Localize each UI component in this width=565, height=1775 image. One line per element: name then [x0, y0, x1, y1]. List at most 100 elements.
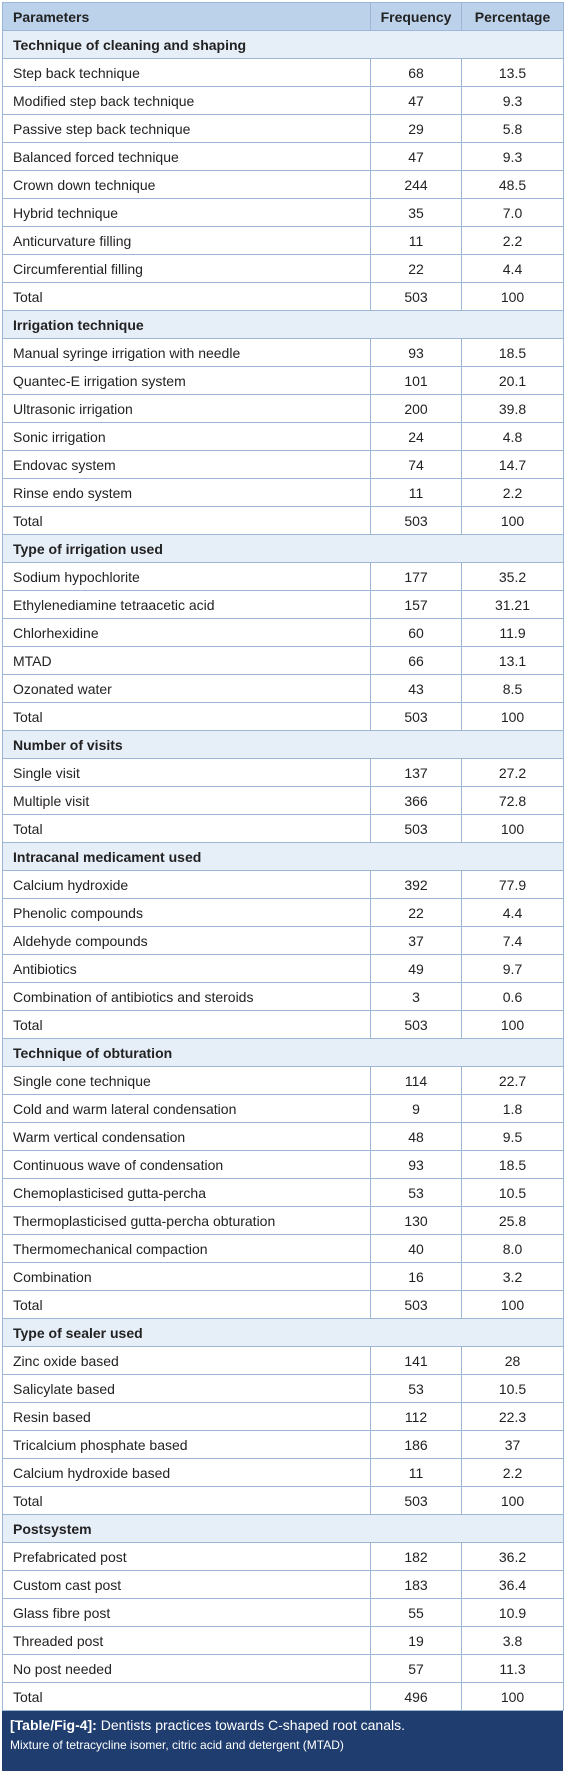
table: Parameters Frequency Percentage Technique o…: [2, 2, 564, 1711]
value-cell: 141: [370, 1346, 462, 1375]
value-cell: 18.5: [461, 338, 564, 367]
value-cell: 22.7: [461, 1066, 564, 1095]
section-row: Technique of cleaning and shaping: [2, 30, 564, 59]
label-cell: Manual syringe irrigation with needle: [2, 338, 371, 367]
value-cell: 48.5: [461, 170, 564, 199]
label-cell: Resin based: [2, 1402, 371, 1431]
data-row: Sonic irrigation 24 4.8: [2, 422, 564, 451]
data-row: No post needed 57 11.3: [2, 1654, 564, 1683]
label-cell: Rinse endo system: [2, 478, 371, 507]
data-row: Balanced forced technique 47 9.3: [2, 142, 564, 171]
value-cell: 47: [370, 142, 462, 171]
value-cell: 36.2: [461, 1542, 564, 1571]
label-cell: Ethylenediamine tetraacetic acid: [2, 590, 371, 619]
value-cell: 55: [370, 1598, 462, 1627]
value-cell: 9: [370, 1094, 462, 1123]
label-cell: Endovac system: [2, 450, 371, 479]
section-title: Technique of obturation: [2, 1038, 564, 1067]
section-row: Technique of obturation: [2, 1038, 564, 1067]
label-cell: Thermoplasticised gutta-percha obturatio…: [2, 1206, 371, 1235]
value-cell: 60: [370, 618, 462, 647]
data-row: Resin based 112 22.3: [2, 1402, 564, 1431]
label-cell: Aldehyde compounds: [2, 926, 371, 955]
value-cell: 200: [370, 394, 462, 423]
value-cell: 10.5: [461, 1178, 564, 1207]
value-cell: 36.4: [461, 1570, 564, 1599]
value-cell: 25.8: [461, 1206, 564, 1235]
label-cell: Hybrid technique: [2, 198, 371, 227]
value-cell: 100: [461, 1010, 564, 1039]
value-cell: 93: [370, 338, 462, 367]
value-cell: 7.4: [461, 926, 564, 955]
value-cell: 1.8: [461, 1094, 564, 1123]
data-row: Single visit 137 27.2: [2, 758, 564, 787]
section-title: Postsystem: [2, 1514, 564, 1543]
label-cell: Tricalcium phosphate based: [2, 1430, 371, 1459]
label-cell: Quantec-E irrigation system: [2, 366, 371, 395]
data-row: Quantec-E irrigation system 101 20.1: [2, 366, 564, 395]
caption: [Table/Fig-4]: Dentists practices toward…: [2, 1711, 563, 1771]
label-cell: Total: [2, 1486, 371, 1515]
label-cell: No post needed: [2, 1654, 371, 1683]
value-cell: 27.2: [461, 758, 564, 787]
value-cell: 4.8: [461, 422, 564, 451]
data-row: Custom cast post 183 36.4: [2, 1570, 564, 1599]
data-row: Combination of antibiotics and steroids 3…: [2, 982, 564, 1011]
value-cell: 392: [370, 870, 462, 899]
label-cell: Total: [2, 1010, 371, 1039]
label-cell: Sonic irrigation: [2, 422, 371, 451]
data-row: Ethylenediamine tetraacetic acid 157 31.21: [2, 590, 564, 619]
label-cell: Combination: [2, 1262, 371, 1291]
data-row: Zinc oxide based 141 28: [2, 1346, 564, 1375]
section-row: Postsystem: [2, 1514, 564, 1543]
data-row: Glass fibre post 55 10.9: [2, 1598, 564, 1627]
label-cell: Passive step back technique: [2, 114, 371, 143]
data-row: Total 503 100: [2, 1290, 564, 1319]
label-cell: Multiple visit: [2, 786, 371, 815]
value-cell: 53: [370, 1374, 462, 1403]
value-cell: 11.3: [461, 1654, 564, 1683]
label-cell: Custom cast post: [2, 1570, 371, 1599]
data-row: Crown down technique 244 48.5: [2, 170, 564, 199]
header-cell: Percentage: [461, 2, 564, 31]
data-row: Sodium hypochlorite 177 35.2: [2, 562, 564, 591]
value-cell: 68: [370, 58, 462, 87]
header-row: Parameters Frequency Percentage: [2, 2, 564, 31]
label-cell: Glass fibre post: [2, 1598, 371, 1627]
section-row: Number of visits: [2, 730, 564, 759]
data-row: Anticurvature filling 11 2.2: [2, 226, 564, 255]
value-cell: 11: [370, 1458, 462, 1487]
value-cell: 2.2: [461, 226, 564, 255]
value-cell: 100: [461, 702, 564, 731]
data-row: Passive step back technique 29 5.8: [2, 114, 564, 143]
data-row: Rinse endo system 11 2.2: [2, 478, 564, 507]
label-cell: Sodium hypochlorite: [2, 562, 371, 591]
value-cell: 40: [370, 1234, 462, 1263]
value-cell: 11.9: [461, 618, 564, 647]
value-cell: 177: [370, 562, 462, 591]
value-cell: 100: [461, 814, 564, 843]
value-cell: 3: [370, 982, 462, 1011]
data-row: Total 503 100: [2, 506, 564, 535]
label-cell: Ozonated water: [2, 674, 371, 703]
value-cell: 57: [370, 1654, 462, 1683]
label-cell: Total: [2, 814, 371, 843]
data-row: Modified step back technique 47 9.3: [2, 86, 564, 115]
value-cell: 9.3: [461, 86, 564, 115]
data-row: Chlorhexidine 60 11.9: [2, 618, 564, 647]
value-cell: 49: [370, 954, 462, 983]
label-cell: Antibiotics: [2, 954, 371, 983]
data-row: Thermomechanical compaction 40 8.0: [2, 1234, 564, 1263]
value-cell: 9.7: [461, 954, 564, 983]
value-cell: 9.3: [461, 142, 564, 171]
section-title: Type of sealer used: [2, 1318, 564, 1347]
value-cell: 2.2: [461, 1458, 564, 1487]
value-cell: 157: [370, 590, 462, 619]
value-cell: 2.2: [461, 478, 564, 507]
value-cell: 503: [370, 506, 462, 535]
value-cell: 0.6: [461, 982, 564, 1011]
value-cell: 4.4: [461, 254, 564, 283]
label-cell: Single cone technique: [2, 1066, 371, 1095]
label-cell: Ultrasonic irrigation: [2, 394, 371, 423]
